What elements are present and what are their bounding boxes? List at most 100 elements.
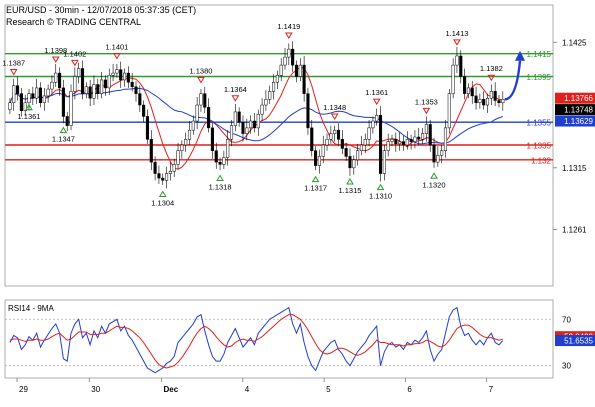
swing-low-marker [376, 183, 385, 191]
candle-body [103, 79, 107, 89]
candle-body [88, 86, 92, 99]
swing-high-label: 1.1380 [189, 66, 212, 75]
candle-body [329, 133, 333, 140]
candle-body [375, 115, 379, 122]
candle-body [447, 93, 451, 129]
rsi-axis: 703052.842851.6535 [555, 315, 595, 371]
swing-low-marker [346, 177, 354, 185]
swing-high-label: 1.1361 [365, 88, 388, 97]
candle-body [172, 164, 176, 172]
candle-body [298, 64, 302, 77]
candle-body [168, 171, 172, 174]
swing-low-label: 1.1320 [423, 180, 446, 189]
ma-slow-line [9, 87, 503, 145]
swing-high-marker [422, 107, 431, 115]
chart-subtitle: Research © TRADING CENTRAL [6, 17, 141, 27]
candle-body [390, 139, 394, 142]
swing-high-label: 1.1382 [480, 64, 503, 73]
swing-high-label: 1.1401 [105, 43, 128, 52]
candle-body [100, 79, 104, 94]
candle-body [294, 64, 299, 77]
swing-high-marker [231, 95, 240, 102]
candle-body [207, 107, 211, 129]
candle-body [394, 139, 398, 145]
candle-body [122, 72, 127, 81]
candle-body [115, 69, 119, 74]
candle-body [77, 68, 81, 77]
candle-body [149, 139, 153, 163]
candle-body [352, 159, 356, 169]
candle-body [119, 69, 123, 81]
rsi-panel: RSI14 - 9MA 703052.842851.6535 [4, 299, 595, 379]
projection-arrowhead [515, 50, 525, 61]
swing-high-label: 1.1387 [2, 59, 25, 68]
candle-body [302, 64, 306, 94]
candle-body [340, 139, 344, 149]
swing-high-marker [113, 53, 121, 60]
candle-body [386, 141, 390, 151]
swing-low-label: 1.1304 [151, 199, 174, 208]
candle-body [142, 104, 146, 117]
level-label: 1.1395 [527, 73, 552, 82]
candle-body [314, 150, 318, 166]
candle-body [161, 177, 165, 181]
candle-body [440, 150, 444, 156]
swing-high-marker [51, 56, 60, 63]
ma-fast-line [9, 66, 503, 170]
candle-body [210, 127, 214, 151]
time-tick-label: 5 [326, 385, 331, 394]
time-tick-label: 7 [489, 385, 494, 394]
time-tick-label: 6 [407, 385, 412, 394]
price-box-label: 1.13629 [564, 117, 593, 126]
candle-body [493, 91, 497, 101]
candle-body [356, 150, 360, 161]
swing-low-label: 1.1310 [369, 192, 392, 201]
candle-body [176, 150, 180, 165]
time-tick-label: 30 [91, 385, 100, 394]
candle-body [31, 93, 35, 99]
candle-body [287, 48, 291, 58]
candle-body [455, 55, 459, 66]
swing-high-label: 1.1398 [44, 46, 67, 55]
swing-low-marker [430, 172, 438, 179]
candle-body [73, 76, 77, 92]
candle-body [80, 68, 85, 94]
candle-body [421, 133, 425, 140]
candle-body [252, 120, 256, 129]
candle-body [424, 124, 428, 134]
candle-body [401, 141, 406, 146]
swing-low-label: 1.1315 [338, 186, 361, 195]
candle-body [283, 56, 287, 66]
candle-body [432, 144, 436, 163]
candle-body [16, 85, 20, 94]
candle-body [69, 91, 73, 126]
candle-body [84, 86, 88, 94]
candle-body [38, 87, 43, 104]
candle-body [413, 136, 417, 142]
candle-body [58, 72, 62, 89]
swing-high-marker [9, 69, 18, 76]
candle-body [405, 139, 409, 146]
candle-body [233, 111, 237, 126]
candle-body [268, 91, 272, 100]
candle-body [218, 161, 222, 165]
candle-body [463, 76, 467, 94]
swing-high-marker [197, 76, 205, 84]
rsi-series-rsi [9, 306, 504, 374]
candle-body [19, 93, 23, 111]
swing-low-label: 1.1347 [52, 135, 75, 144]
candle-body [214, 150, 218, 163]
time-axis: 29 30 Dec 4 5 6 7 [16, 378, 494, 394]
candle-body [23, 102, 27, 111]
swing-low-label: 1.1361 [18, 112, 41, 121]
candle-body [165, 173, 169, 181]
candle-body [50, 81, 54, 90]
candle-body [382, 150, 386, 174]
rsi-value-label: 51.6535 [564, 337, 593, 346]
candle-body [489, 91, 493, 99]
candle-body [378, 115, 383, 174]
candle-body [367, 127, 371, 140]
candle-body [96, 84, 100, 94]
rsi-lines [9, 306, 504, 374]
candle-body [325, 139, 329, 146]
